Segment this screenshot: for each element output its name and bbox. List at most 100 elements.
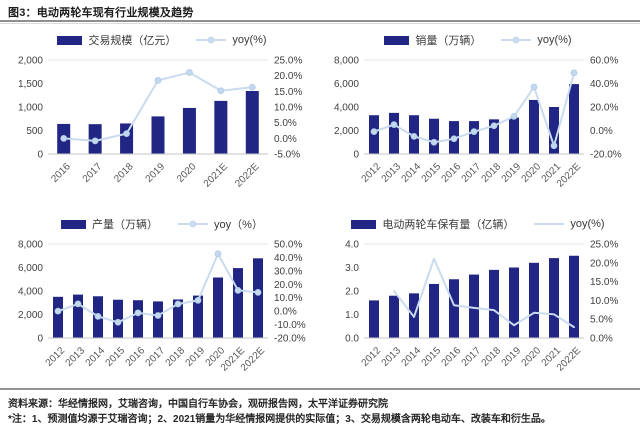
chart-canvas: 0.0 1.0 2.0 3.0 4.0 0.0% 5.0% 10.0% 15.0% 20.0% 25… xyxy=(345,240,618,374)
right-axis-tick-label: 30.0% xyxy=(274,266,302,277)
figure-title: 图3：电动两轮车现有行业规模及趋势 xyxy=(8,7,194,19)
bar xyxy=(133,300,143,338)
line-marker-dot xyxy=(207,36,215,44)
yoy-marker xyxy=(154,312,162,319)
right-axis-tick-label: -10.0% xyxy=(274,320,306,331)
left-axis-tick-label: 500 xyxy=(26,126,43,137)
bar xyxy=(120,123,134,154)
left-axis-tick-label: 0 xyxy=(353,150,359,161)
plot-area-transaction-scale: 0 500 1,000 1,500 2,000 -5.0% 0.0% 5.0% 10.0% 15.… xyxy=(8,48,316,200)
x-axis-label: 2014 xyxy=(84,345,108,369)
x-axis-label: 2019 xyxy=(184,345,208,369)
right-axis-tick-label: 0.0% xyxy=(590,334,613,345)
bar xyxy=(389,295,399,338)
x-axis-label: 2016 xyxy=(49,161,73,185)
yoy-marker xyxy=(470,128,478,136)
x-axis-label: 2012 xyxy=(360,345,384,369)
x-axis-label: 2017 xyxy=(81,161,105,185)
bar xyxy=(173,299,183,338)
line-legend-swatch xyxy=(178,220,209,228)
yoy-marker xyxy=(134,309,142,317)
x-axis-label: 2014 xyxy=(400,161,424,185)
chart-legend: 产量（万辆） yoy（%） xyxy=(8,216,316,232)
bar-legend-swatch xyxy=(61,219,87,229)
x-axis-label: 2018 xyxy=(480,161,504,185)
x-axis-label: 2013 xyxy=(380,161,404,185)
left-axis-tick-label: 2.0 xyxy=(345,287,359,298)
left-axis-tick-label: 0.0 xyxy=(345,334,359,345)
yoy-marker xyxy=(154,76,162,84)
x-axis-label: 2016 xyxy=(124,345,148,369)
left-axis-tick-label: 1,500 xyxy=(18,79,43,90)
bar xyxy=(233,268,243,338)
left-axis-tick-label: 0 xyxy=(37,150,43,161)
right-axis-tick-label: 40.0% xyxy=(274,253,302,264)
line-legend-label: yoy(%) xyxy=(570,218,605,230)
footer-divider xyxy=(0,388,640,390)
yoy-marker xyxy=(234,286,242,294)
bar xyxy=(253,258,263,338)
line-legend-swatch xyxy=(196,36,227,44)
x-axis-label: 2019 xyxy=(144,161,168,185)
bar xyxy=(389,112,399,154)
bar xyxy=(429,118,439,154)
right-axis-tick-label: 20.0% xyxy=(274,280,302,291)
yoy-marker xyxy=(248,83,256,91)
yoy-marker xyxy=(123,130,130,138)
yoy-marker xyxy=(114,318,122,326)
chart-legend: 电动两轮车保有量（亿辆） yoy(%) xyxy=(324,216,632,232)
yoy-marker xyxy=(510,113,518,120)
yoy-marker xyxy=(254,288,262,296)
bar xyxy=(449,279,459,338)
bar xyxy=(549,258,559,338)
chart-sales-volume: 销量（万辆） yoy(%) 0 2,000 4,000 6,000 8,000 -20.0… xyxy=(324,24,632,200)
x-axis-label: 2012 xyxy=(360,161,384,185)
yoy-marker xyxy=(570,69,578,77)
bar xyxy=(569,84,579,154)
left-axis-tick-label: 6,000 xyxy=(334,79,359,90)
bar xyxy=(213,277,223,338)
yoy-marker xyxy=(430,138,438,146)
bar-legend-label: 产量（万辆） xyxy=(92,219,159,231)
bar xyxy=(549,107,559,154)
chart-canvas: 0 2,000 4,000 6,000 8,000 -20.0% 0.0% 20.0% 40.0… xyxy=(334,56,622,190)
x-axis-label: 2014 xyxy=(400,345,424,369)
yoy-marker xyxy=(60,134,68,142)
left-axis-tick-label: 2,000 xyxy=(18,310,43,321)
left-axis-tick-label: 2,000 xyxy=(18,56,43,67)
line-marker-dot xyxy=(189,220,197,228)
right-axis-tick-label: 20.0% xyxy=(590,103,618,114)
x-axis-label: 2016 xyxy=(440,161,464,185)
bar-legend-swatch xyxy=(384,35,410,45)
x-axis-label: 2020 xyxy=(520,161,544,185)
bar-legend-swatch xyxy=(57,35,83,45)
right-axis-tick-label: 15.0% xyxy=(274,87,302,98)
line-legend-swatch xyxy=(534,223,565,225)
x-axis-label: 2018 xyxy=(164,345,188,369)
left-axis-tick-label: 1.0 xyxy=(345,310,359,321)
yoy-marker xyxy=(217,87,225,95)
bar xyxy=(214,100,228,154)
left-axis-tick-label: 0 xyxy=(37,334,43,345)
yoy-marker xyxy=(54,307,62,315)
title-divider-shadow xyxy=(0,23,640,24)
bar xyxy=(469,274,479,338)
bar xyxy=(489,119,499,154)
bar-legend-label: 交易规模（亿元） xyxy=(88,35,177,47)
x-axis-label: 2018 xyxy=(112,161,136,185)
bar xyxy=(193,295,203,338)
yoy-marker xyxy=(74,300,82,308)
bar-legend-swatch xyxy=(351,219,377,229)
yoy-marker xyxy=(370,128,378,136)
chart-legend: 交易规模（亿元） yoy(%) xyxy=(8,32,316,48)
bar xyxy=(73,294,83,338)
x-axis-label: 2020 xyxy=(520,345,544,369)
x-axis-label: 2017 xyxy=(460,161,484,185)
yoy-marker xyxy=(186,69,193,76)
right-axis-tick-label: 15.0% xyxy=(590,277,618,288)
right-axis-tick-label: -5.0% xyxy=(274,150,300,161)
title-divider xyxy=(0,20,640,22)
x-axis-label: 2013 xyxy=(380,345,404,369)
bar xyxy=(182,107,196,154)
